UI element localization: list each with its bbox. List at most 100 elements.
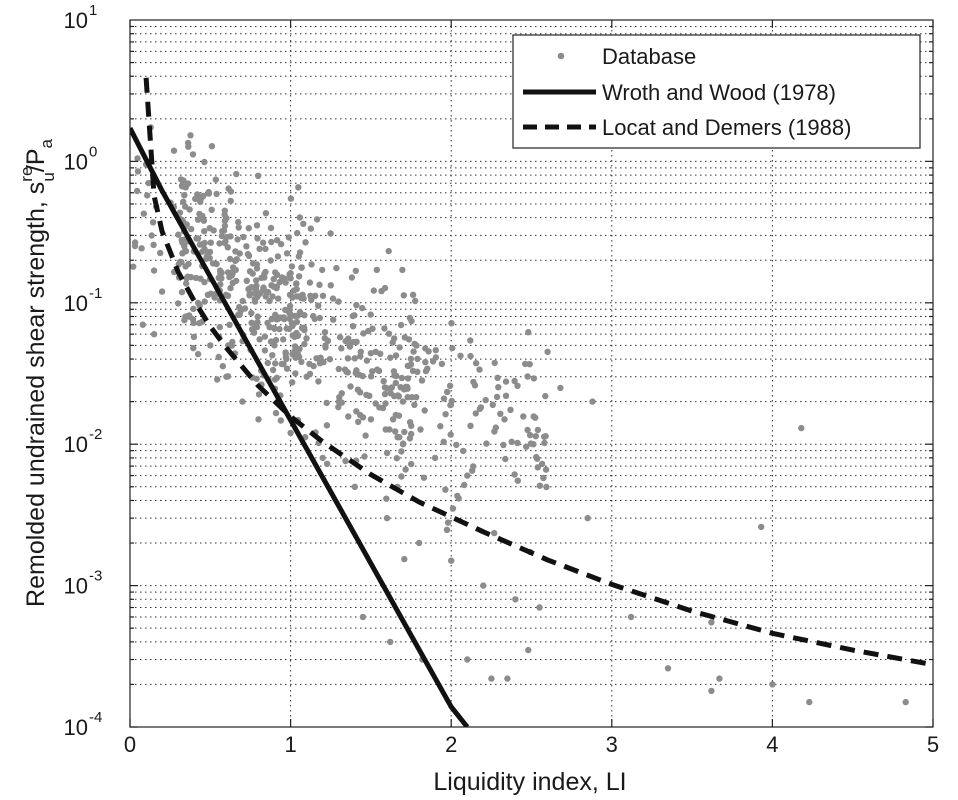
database-point (342, 457, 349, 465)
database-point (190, 305, 197, 312)
database-point (457, 352, 464, 359)
database-point (269, 366, 277, 374)
database-point (398, 374, 406, 382)
database-point (306, 370, 314, 378)
database-point (316, 314, 323, 322)
database-point (393, 455, 400, 462)
plot-frame (129, 19, 934, 728)
database-point (417, 426, 424, 433)
database-point (396, 344, 403, 351)
database-point (254, 319, 261, 326)
database-point (134, 155, 141, 162)
database-point (273, 316, 280, 323)
database-point (369, 325, 376, 332)
database-point (235, 224, 242, 231)
database-point (460, 447, 467, 455)
database-point (367, 350, 375, 357)
database-point (447, 431, 454, 438)
database-point (227, 197, 234, 205)
database-point (299, 291, 306, 298)
database-point (270, 275, 277, 283)
database-point (335, 365, 342, 373)
database-point (254, 235, 261, 242)
database-point (243, 277, 250, 284)
database-point (409, 367, 417, 375)
database-point (387, 638, 394, 646)
database-point (264, 359, 271, 367)
database-point (542, 466, 550, 473)
database-point (224, 292, 232, 299)
database-point (444, 388, 451, 396)
database-point (295, 253, 302, 260)
database-point (259, 239, 267, 246)
database-point (536, 482, 544, 489)
database-point (130, 263, 137, 270)
database-point (411, 401, 418, 408)
database-point (502, 378, 510, 385)
x-tick-label: 0 (124, 732, 136, 757)
database-point (150, 331, 158, 338)
database-point (250, 329, 258, 336)
database-point (287, 429, 294, 437)
database-point (405, 362, 413, 369)
database-point (404, 383, 411, 391)
database-point (410, 348, 417, 355)
y-tick-exponent: -4 (89, 709, 102, 726)
database-point (385, 247, 392, 255)
database-point (392, 428, 399, 435)
y-axis-label-tail: /P (22, 148, 50, 172)
database-point (239, 398, 246, 405)
database-point (144, 192, 151, 199)
database-point (175, 300, 182, 307)
database-point (148, 232, 155, 239)
axis-ticks (129, 20, 934, 728)
database-point (716, 675, 723, 682)
database-point (312, 292, 319, 299)
database-point (437, 423, 444, 430)
database-point (438, 360, 446, 368)
database-point (272, 360, 279, 367)
database-point (351, 483, 358, 490)
database-point (421, 407, 428, 414)
database-point (246, 268, 254, 275)
x-tick-label: 5 (927, 732, 939, 757)
database-point (224, 244, 231, 251)
database-point (176, 258, 184, 265)
database-point (206, 254, 213, 262)
database-point (758, 523, 765, 531)
database-point (443, 526, 451, 533)
database-point (544, 348, 551, 355)
database-point (283, 250, 291, 257)
database-point (330, 316, 337, 323)
database-point (236, 303, 243, 311)
database-point (408, 430, 415, 438)
database-point (196, 319, 203, 327)
database-point (255, 416, 262, 423)
wroth-wood-line (130, 126, 470, 727)
database-point (288, 263, 296, 270)
legend-database-marker (557, 52, 565, 60)
database-point (449, 344, 456, 352)
database-point (269, 352, 276, 359)
database-point (255, 391, 263, 398)
database-point (386, 426, 393, 433)
database-point (373, 266, 380, 274)
database-point (536, 604, 543, 611)
database-point (526, 431, 534, 439)
database-point (495, 384, 502, 391)
database-point (359, 613, 367, 621)
database-point (524, 373, 531, 380)
database-point (664, 665, 672, 672)
database-point (352, 267, 359, 275)
legend: Database Wroth and Wood (1978) Locat and… (512, 34, 921, 149)
database-point (235, 218, 242, 226)
database-point (321, 329, 329, 336)
database-point (205, 188, 212, 196)
database-point (367, 311, 374, 318)
database-point (207, 342, 214, 349)
database-point (432, 347, 439, 354)
database-point (286, 302, 294, 310)
database-point (199, 240, 207, 248)
database-point (336, 334, 344, 341)
database-point (542, 392, 549, 400)
